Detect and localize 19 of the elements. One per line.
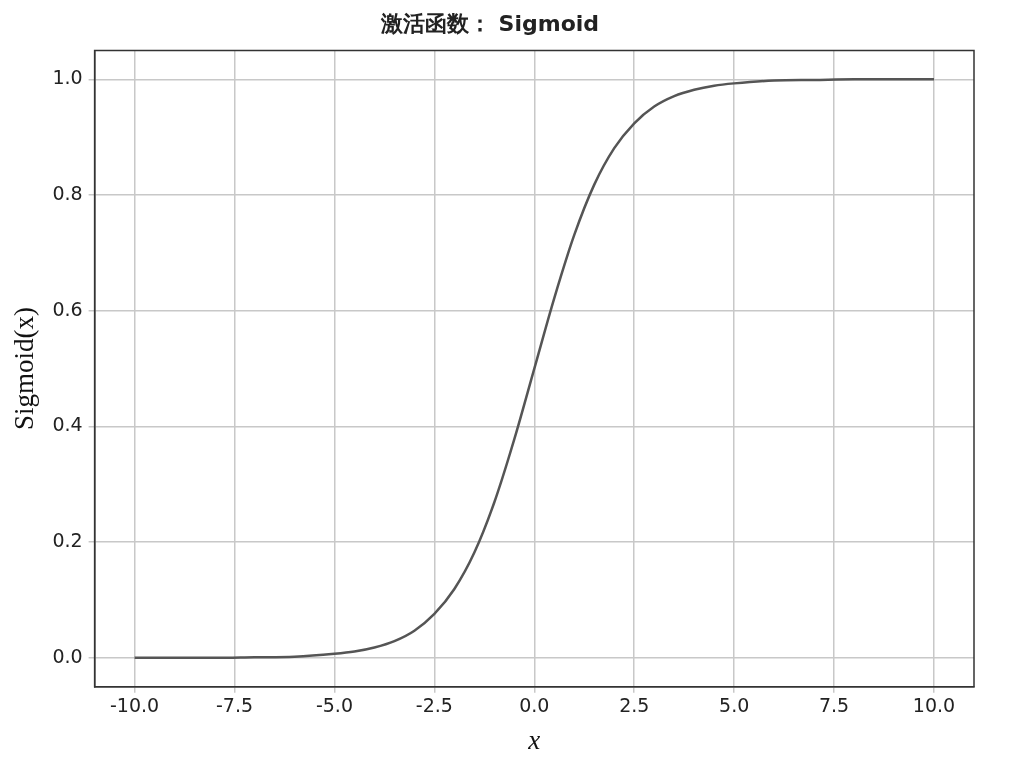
x-tick-label: 2.5 xyxy=(619,694,650,717)
x-tick-label: 0.0 xyxy=(519,694,550,717)
x-tick-label: -10.0 xyxy=(110,694,160,717)
x-tick-label: 7.5 xyxy=(818,694,850,717)
y-tick-label: 0.8 xyxy=(52,181,83,204)
chart-title: 激活函数： Sigmoid xyxy=(379,10,600,36)
y-tick-label: 0.6 xyxy=(52,297,83,320)
x-tick-label: 10.0 xyxy=(912,694,956,717)
x-tick-label: -2.5 xyxy=(415,694,453,717)
line-series xyxy=(133,78,936,660)
x-tick-label: -5.0 xyxy=(315,694,353,717)
y-tick-label: 0.2 xyxy=(52,529,83,552)
x-axis-title: x xyxy=(527,724,541,755)
y-axis-title: Sigmoid(x) xyxy=(9,307,40,431)
x-tick-label: -7.5 xyxy=(215,694,254,717)
y-tick-label: 1.0 xyxy=(52,66,83,89)
y-tick-label: 0.4 xyxy=(52,413,83,436)
x-tick-label: 5.0 xyxy=(719,694,750,717)
y-tick-label: 0.0 xyxy=(52,644,83,667)
